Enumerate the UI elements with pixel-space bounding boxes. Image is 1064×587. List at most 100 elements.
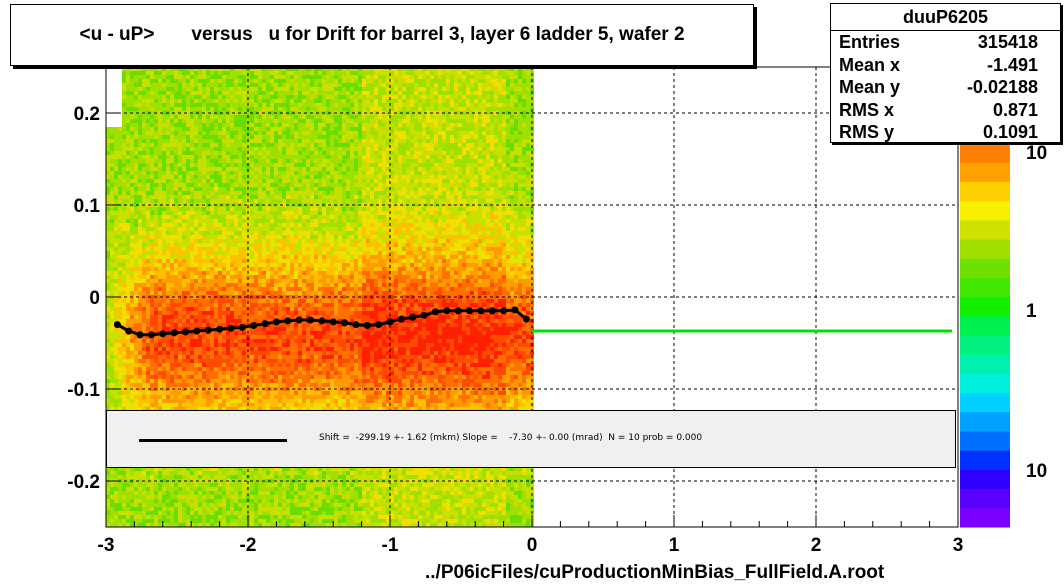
heatmap-cell [150, 171, 154, 175]
heatmap-cell [150, 179, 154, 183]
heatmap-cell [178, 243, 182, 247]
heatmap-cell [194, 263, 198, 267]
heatmap-cell [270, 143, 274, 147]
heatmap-cell [150, 147, 154, 151]
heatmap-cell [110, 515, 114, 519]
heatmap-cell [238, 495, 242, 499]
heatmap-cell [170, 363, 174, 367]
heatmap-cell [122, 91, 126, 95]
heatmap-cell [226, 223, 230, 227]
heatmap-cell [190, 103, 194, 107]
heatmap-cell [166, 403, 170, 407]
heatmap-cell [198, 127, 202, 131]
heatmap-cell [206, 71, 210, 75]
heatmap-cell [166, 243, 170, 247]
heatmap-cell [174, 347, 178, 351]
heatmap-cell [250, 503, 254, 507]
heatmap-cell [106, 399, 110, 403]
heatmap-cell [158, 127, 162, 131]
heatmap-cell [158, 279, 162, 283]
heatmap-cell [242, 247, 246, 251]
heatmap-cell [190, 379, 194, 383]
heatmap-cell [170, 247, 174, 251]
heatmap-cell [258, 227, 262, 231]
heatmap-cell [262, 247, 266, 251]
heatmap-cell [262, 175, 266, 179]
heatmap-cell [238, 499, 242, 503]
heatmap-cell [174, 375, 178, 379]
heatmap-cell [250, 339, 254, 343]
heatmap-cell [238, 147, 242, 151]
heatmap-cell [174, 371, 178, 375]
heatmap-cell [106, 515, 110, 519]
heatmap-cell [182, 291, 186, 295]
heatmap-cell [202, 499, 206, 503]
heatmap-cell [230, 511, 234, 515]
heatmap-cell [214, 279, 218, 283]
heatmap-cell [226, 179, 230, 183]
heatmap-cell [214, 507, 218, 511]
heatmap-cell [238, 399, 242, 403]
heatmap-cell [118, 475, 122, 479]
heatmap-cell [270, 503, 274, 507]
heatmap-cell [278, 263, 282, 267]
heatmap-cell [162, 295, 166, 299]
heatmap-cell [170, 347, 174, 351]
heatmap-cell [114, 283, 118, 287]
heatmap-cell [158, 267, 162, 271]
heatmap-cell [186, 99, 190, 103]
heatmap-cell [194, 319, 198, 323]
heatmap-cell [242, 107, 246, 111]
heatmap-cell [174, 363, 178, 367]
heatmap-cell [142, 495, 146, 499]
heatmap-cell [230, 507, 234, 511]
heatmap-cell [122, 407, 126, 411]
heatmap-cell [230, 87, 234, 91]
heatmap-cell [202, 75, 206, 79]
heatmap-cell [166, 523, 170, 527]
heatmap-cell [194, 467, 198, 471]
heatmap-cell [134, 399, 138, 403]
heatmap-cell [138, 479, 142, 483]
heatmap-cell [266, 319, 270, 323]
heatmap-cell [214, 515, 218, 519]
heatmap-cell [226, 103, 230, 107]
heatmap-cell [154, 199, 158, 203]
heatmap-cell [182, 159, 186, 163]
heatmap-cell [126, 207, 130, 211]
heatmap-cell [214, 375, 218, 379]
heatmap-cell [214, 163, 218, 167]
heatmap-cell [198, 407, 202, 411]
heatmap-cell [134, 207, 138, 211]
heatmap-cell [242, 371, 246, 375]
heatmap-cell [266, 191, 270, 195]
heatmap-cell [270, 275, 274, 279]
heatmap-cell [114, 267, 118, 271]
heatmap-cell [106, 363, 110, 367]
heatmap-cell [250, 403, 254, 407]
heatmap-cell [210, 387, 214, 391]
heatmap-cell [242, 199, 246, 203]
heatmap-cell [242, 67, 246, 71]
heatmap-cell [182, 243, 186, 247]
heatmap-cell [210, 367, 214, 371]
heatmap-cell [122, 363, 126, 367]
heatmap-cell [234, 383, 238, 387]
heatmap-cell [226, 503, 230, 507]
heatmap-cell [150, 255, 154, 259]
heatmap-cell [238, 151, 242, 155]
heatmap-cell [254, 511, 258, 515]
heatmap-cell [226, 215, 230, 219]
heatmap-cell [198, 323, 202, 327]
heatmap-cell [242, 503, 246, 507]
heatmap-cell [170, 79, 174, 83]
heatmap-cell [198, 239, 202, 243]
heatmap-cell [254, 279, 258, 283]
heatmap-cell [206, 391, 210, 395]
heatmap-cell [106, 243, 110, 247]
heatmap-cell [238, 263, 242, 267]
heatmap-cell [230, 475, 234, 479]
heatmap-cell [138, 207, 142, 211]
heatmap-cell [266, 355, 270, 359]
heatmap-cell [154, 67, 158, 71]
